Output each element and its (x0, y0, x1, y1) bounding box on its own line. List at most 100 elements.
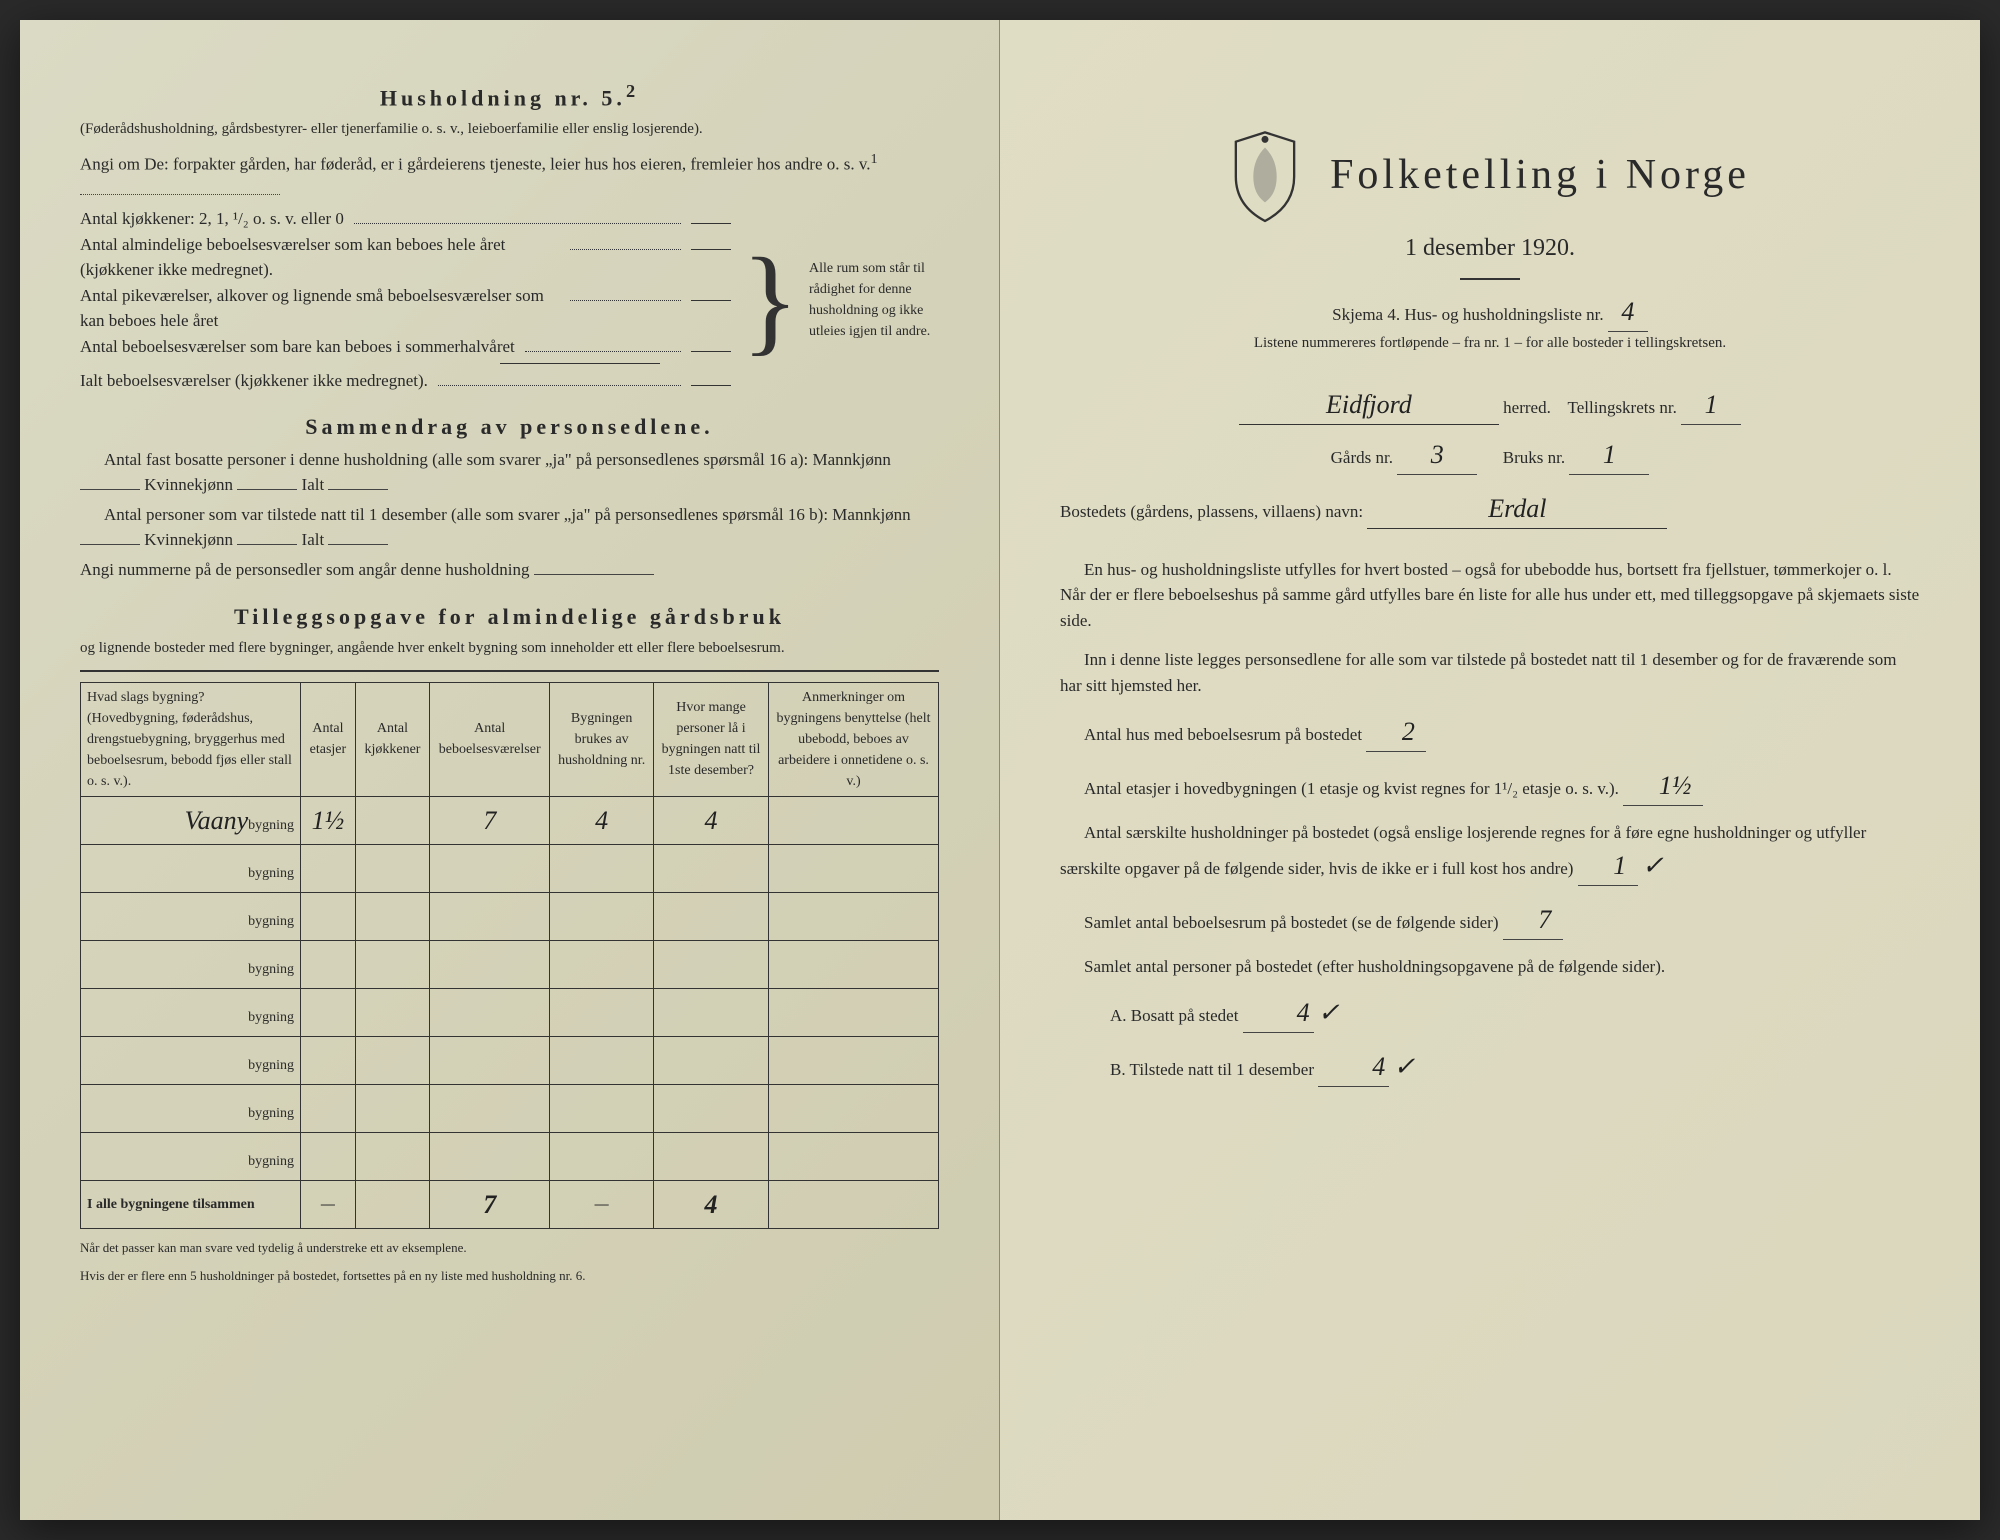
cell-etasjer (301, 1084, 356, 1132)
title-divider (1460, 278, 1520, 280)
cell-type: bygning (81, 1036, 301, 1084)
cell-kjokken (355, 1132, 429, 1180)
sum-p1-m (80, 489, 140, 490)
listene-line: Listene nummereres fortløpende – fra nr.… (1060, 332, 1920, 355)
cell-kjokken (355, 1084, 429, 1132)
table-row: bygning (81, 1084, 939, 1132)
q5a-val: 4 (1243, 993, 1314, 1033)
q5a-check: ✓ (1318, 998, 1340, 1027)
sum-p3-blank (534, 574, 654, 575)
rooms2-row: Antal pikeværelser, alkover og lignende … (80, 283, 731, 334)
tf-etasjer: — (301, 1180, 356, 1228)
cell-pers (654, 1132, 769, 1180)
table-row: bygning (81, 892, 939, 940)
cell-bebo (430, 1132, 550, 1180)
tillegg-title: Tilleggsopgave for almindelige gårdsbruk (80, 600, 939, 633)
table-row: bygning (81, 844, 939, 892)
date-line: 1 desember 1920. (1060, 230, 1920, 266)
th-3: Antal beboelsesværelser (430, 682, 550, 796)
footnote-1: Når det passer kan man svare ved tydelig… (80, 1239, 939, 1257)
cell-bebo (430, 892, 550, 940)
cell-hush (550, 1132, 654, 1180)
bruks-val: 1 (1569, 435, 1649, 475)
sum-p2-ialt-lbl: Ialt (302, 530, 325, 549)
cell-hush (550, 1084, 654, 1132)
table-row: Vaanybygning1½744 (81, 796, 939, 844)
tillegg-sub: og lignende bosteder med flere bygninger… (80, 637, 939, 660)
cell-bebo: 7 (430, 796, 550, 844)
sum-p1-text: Antal fast bosatte personer i denne hush… (104, 450, 891, 469)
th-0: Hvad slags bygning? (Hovedbygning, føder… (81, 682, 301, 796)
main-title: Folketelling i Norge (1330, 144, 1750, 207)
q5a-lbl: A. Bosatt på stedet (1110, 1006, 1238, 1025)
table-foot: I alle bygningene tilsammen — 7 — 4 (81, 1180, 939, 1228)
cell-anm (769, 1084, 939, 1132)
cell-bebo (430, 1036, 550, 1084)
right-p1: En hus- og husholdningsliste utfylles fo… (1060, 557, 1920, 634)
skjema-line: Skjema 4. Hus- og husholdningsliste nr. … (1060, 292, 1920, 332)
cell-anm (769, 940, 939, 988)
h5-title: Husholdning nr. 5.2 (80, 78, 939, 114)
cell-etasjer (301, 892, 356, 940)
cell-pers (654, 844, 769, 892)
right-page: Folketelling i Norge 1 desember 1920. Sk… (1000, 20, 1980, 1520)
cell-kjokken (355, 892, 429, 940)
rooms-left: Antal kjøkkener: 2, 1, ¹/₂ o. s. v. elle… (80, 206, 731, 394)
cell-hush (550, 844, 654, 892)
q3: Antal særskilte husholdninger på bostede… (1060, 820, 1920, 886)
q4: Samlet antal beboelsesrum på bostedet (s… (1060, 900, 1920, 940)
document-spread: Husholdning nr. 5.2 (Føderådshusholdning… (20, 20, 1980, 1520)
th-6: Anmerkninger om bygningens benyttelse (h… (769, 682, 939, 796)
table-row: bygning (81, 1132, 939, 1180)
sum-p1-ialt (328, 489, 388, 490)
q2-val: 1½ (1623, 766, 1703, 806)
q2: Antal etasjer i hovedbygningen (1 etasje… (1060, 766, 1920, 806)
coat-of-arms-icon (1230, 130, 1300, 220)
h5-sup: 2 (626, 81, 639, 101)
th-2: Antal kjøkkener (355, 682, 429, 796)
cell-hush (550, 1036, 654, 1084)
q5b-lbl: B. Tilstede natt til 1 desember (1110, 1060, 1314, 1079)
herred-lbl: herred. (1503, 398, 1551, 417)
left-page: Husholdning nr. 5.2 (Føderådshusholdning… (20, 20, 1000, 1520)
cell-pers (654, 940, 769, 988)
sum-p1-ialt-lbl: Ialt (302, 475, 325, 494)
sum-p1-kv (237, 489, 297, 490)
rooms1-val (691, 249, 731, 250)
q3-val: 1 (1578, 846, 1638, 886)
cell-type: bygning (81, 1132, 301, 1180)
h5-subtitle: (Føderådshusholdning, gårdsbestyrer- ell… (80, 118, 939, 141)
sum-p2-kv-lbl: Kvinnekjønn (144, 530, 233, 549)
cell-kjokken (355, 1036, 429, 1084)
rooms3-lbl: Antal beboelsesværelser som bare kan beb… (80, 334, 515, 360)
gards-line: Gårds nr. 3 Bruks nr. 1 (1060, 435, 1920, 475)
q3-check: ✓ (1642, 851, 1664, 880)
cell-pers: 4 (654, 796, 769, 844)
cell-pers (654, 1084, 769, 1132)
brace-caption: Alle rum som står til rådighet for denne… (809, 258, 939, 342)
sum-p2: Antal personer som var tilstede natt til… (80, 502, 939, 553)
cell-kjokken (355, 796, 429, 844)
cell-bebo (430, 988, 550, 1036)
sum-p2-ialt (328, 544, 388, 545)
telling-lbl: Tellingskrets nr. (1568, 398, 1677, 417)
tf-lbl: I alle bygningene tilsammen (81, 1180, 301, 1228)
rooms3-val (691, 351, 731, 352)
cell-anm (769, 1036, 939, 1084)
cell-etasjer (301, 940, 356, 988)
sum-p3-text: Angi nummerne på de personsedler som ang… (80, 560, 529, 579)
angi-sup: 1 (871, 151, 878, 167)
cell-etasjer (301, 1036, 356, 1084)
bosted-val: Erdal (1367, 489, 1667, 529)
rooms1-lbl: Antal almindelige beboelsesværelser som … (80, 232, 560, 283)
q1-lbl: Antal hus med beboelsesrum på bostedet (1084, 725, 1362, 744)
q3-lbl: Antal særskilte husholdninger på bostede… (1060, 823, 1866, 878)
sum-p2-kv (237, 544, 297, 545)
herred-line: Eidfjord herred. Tellingskrets nr. 1 (1060, 385, 1920, 425)
q4-lbl: Samlet antal beboelsesrum på bostedet (s… (1084, 913, 1498, 932)
bruks-lbl: Bruks nr. (1503, 448, 1565, 467)
tf-bebo: 7 (430, 1180, 550, 1228)
rooms-block: Antal kjøkkener: 2, 1, ¹/₂ o. s. v. elle… (80, 206, 939, 394)
bosted-line: Bostedets (gårdens, plassens, villaens) … (1060, 489, 1920, 529)
cell-etasjer (301, 844, 356, 892)
